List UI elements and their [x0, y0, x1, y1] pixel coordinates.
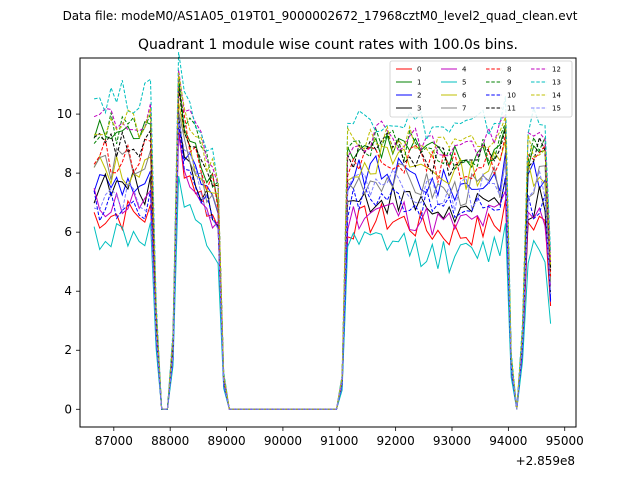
series-line-6: [93, 102, 552, 410]
legend-label-6: 6: [462, 92, 467, 100]
series-line-9: [93, 75, 552, 410]
x-axis: 87000 88000 89000 90000 91000 92000 93000 94000…: [95, 427, 584, 448]
legend-label-14: 14: [552, 92, 561, 100]
legend-label-13: 13: [552, 79, 561, 87]
y-tick-label: 2: [64, 343, 72, 357]
legend-label-11: 11: [507, 105, 516, 113]
legend-label-3: 3: [417, 105, 421, 113]
legend-label-12: 12: [552, 66, 561, 74]
y-tick-label: 4: [64, 284, 72, 298]
legend-label-2: 2: [417, 92, 421, 100]
series-line-10: [93, 122, 552, 410]
series-line-15: [93, 119, 552, 410]
y-tick-label: 0: [64, 402, 72, 416]
legend-label-10: 10: [507, 92, 516, 100]
chart-title: Quadrant 1 module wise count rates with …: [138, 37, 518, 53]
axes-frame: [79, 57, 577, 428]
plot-area: 87000 88000 89000 90000 91000 92000 93000 94000…: [57, 52, 584, 448]
x-tick-label: 87000: [95, 434, 133, 448]
y-tick-label: 6: [64, 225, 72, 239]
series-line-0: [93, 128, 552, 410]
legend-label-4: 4: [462, 66, 467, 74]
series-line-14: [94, 72, 552, 410]
legend-label-9: 9: [507, 79, 511, 87]
y-tick-label: 10: [57, 107, 72, 121]
series-line-7: [93, 110, 552, 410]
figure-suptitle: Data file: modeM0/AS1A05_019T01_90000026…: [63, 9, 578, 23]
series-line-11: [93, 87, 552, 410]
series-line-3: [93, 116, 552, 410]
x-tick-label: 93000: [433, 434, 471, 448]
x-tick-label: 94000: [489, 434, 527, 448]
legend-label-0: 0: [417, 66, 421, 74]
x-tick-label: 92000: [377, 434, 415, 448]
series-line-2: [93, 116, 552, 410]
x-tick-label: 89000: [207, 434, 245, 448]
legend-label-15: 15: [552, 105, 561, 113]
x-tick-label: 95000: [546, 434, 584, 448]
legend-label-5: 5: [462, 79, 466, 87]
legend-box: [389, 60, 573, 118]
x-tick-label: 91000: [320, 434, 358, 448]
x-tick-label: 90000: [264, 434, 302, 448]
y-tick-label: 8: [64, 166, 72, 180]
legend-label-8: 8: [507, 66, 511, 74]
series-line-8: [93, 90, 552, 410]
x-axis-offset-label: +2.859e8: [516, 454, 575, 468]
legend-label-1: 1: [417, 79, 421, 87]
series-line-5: [93, 176, 552, 410]
y-axis: 0 2 4 6 8 10: [57, 107, 80, 416]
legend-label-7: 7: [462, 105, 466, 113]
x-tick-label: 88000: [151, 434, 189, 448]
series-line-12: [93, 69, 552, 410]
